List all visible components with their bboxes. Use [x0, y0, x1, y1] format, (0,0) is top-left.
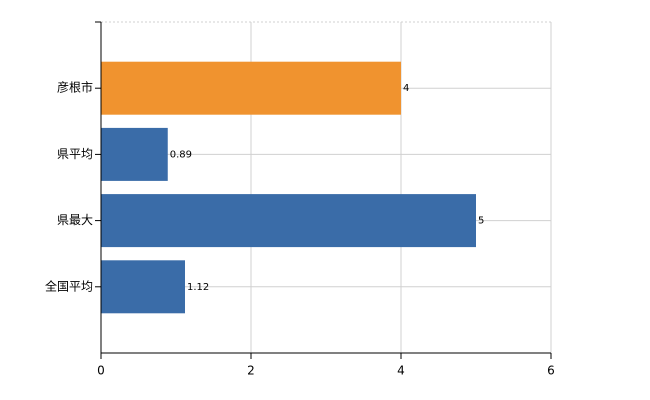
- bar: [101, 127, 168, 181]
- x-tick-label: 0: [97, 364, 105, 378]
- y-tick-label: 県平均: [57, 147, 93, 161]
- y-tick-label: 全国平均: [45, 278, 93, 293]
- bar: [101, 61, 401, 115]
- value-label: 0.89: [170, 149, 192, 160]
- value-label: 4: [403, 83, 409, 94]
- y-tick-label: 県最大: [57, 213, 93, 227]
- bar: [101, 260, 185, 314]
- value-label: 5: [478, 216, 484, 227]
- value-label: 1.12: [187, 282, 209, 293]
- y-tick-label: 彦根市: [57, 80, 93, 95]
- x-tick-label: 4: [397, 364, 405, 378]
- x-tick-label: 6: [547, 364, 555, 378]
- x-tick-label: 2: [247, 364, 255, 378]
- bar: [101, 194, 476, 248]
